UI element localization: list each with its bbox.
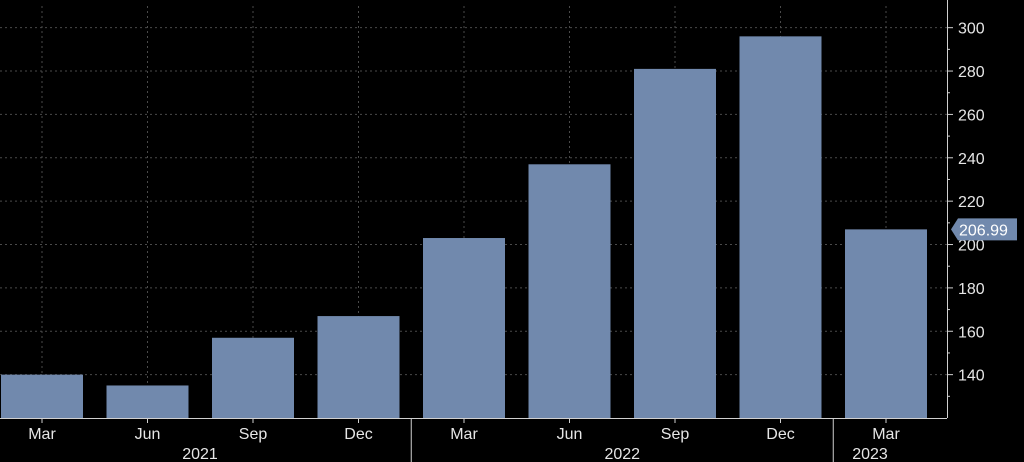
y-tick-label: 240 bbox=[958, 151, 985, 168]
y-tick-label: 220 bbox=[958, 194, 985, 211]
y-tick-label: 280 bbox=[958, 64, 985, 81]
y-tick-label: 160 bbox=[958, 324, 985, 341]
bar bbox=[845, 229, 927, 418]
year-label: 2022 bbox=[604, 446, 640, 462]
x-tick-label: Dec bbox=[344, 426, 372, 443]
y-tick-label: 180 bbox=[958, 281, 985, 298]
x-tick-labels: Mar Jun Sep Dec Mar Jun Sep Dec Mar bbox=[28, 426, 900, 443]
x-tick-label: Mar bbox=[28, 426, 56, 443]
last-value-label: 206.99 bbox=[951, 218, 1017, 241]
year-labels: 2021 2022 2023 bbox=[182, 446, 888, 462]
year-label: 2023 bbox=[852, 446, 888, 462]
bar bbox=[1, 374, 83, 418]
bar bbox=[106, 385, 189, 418]
axes bbox=[0, 0, 953, 462]
y-tick-labels: 140 160 180 200 220 240 260 280 300 bbox=[958, 21, 985, 385]
bar bbox=[634, 68, 716, 418]
y-tick-label: 140 bbox=[958, 368, 985, 385]
y-tick-label: 200 bbox=[958, 238, 985, 255]
y-tick-label: 300 bbox=[958, 21, 985, 38]
x-tick-label: Mar bbox=[450, 426, 478, 443]
bar bbox=[739, 36, 822, 418]
bar bbox=[528, 164, 611, 418]
x-tick-label: Mar bbox=[872, 426, 900, 443]
x-tick-label: Sep bbox=[239, 426, 268, 443]
bar bbox=[317, 316, 400, 418]
y-tick-label: 260 bbox=[958, 107, 985, 124]
year-label: 2021 bbox=[182, 446, 218, 462]
bars bbox=[1, 36, 927, 418]
x-tick-label: Jun bbox=[135, 426, 161, 443]
x-tick-label: Dec bbox=[766, 426, 794, 443]
bar bbox=[212, 337, 294, 418]
bar bbox=[423, 238, 505, 418]
last-value-text: 206.99 bbox=[959, 222, 1008, 239]
x-tick-label: Jun bbox=[557, 426, 583, 443]
last-value-tag bbox=[951, 218, 1017, 241]
x-tick-label: Sep bbox=[661, 426, 690, 443]
